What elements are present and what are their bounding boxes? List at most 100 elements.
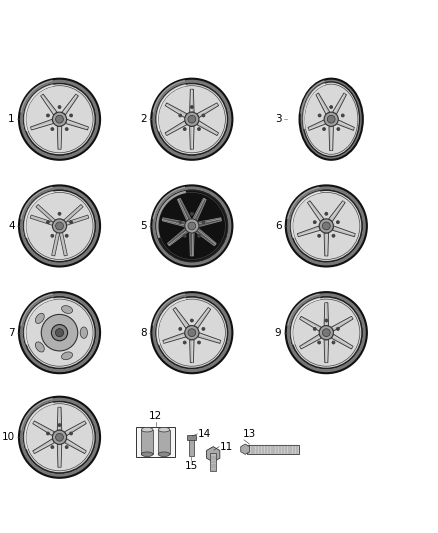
- Ellipse shape: [180, 221, 181, 223]
- Ellipse shape: [183, 341, 186, 344]
- Ellipse shape: [291, 190, 362, 262]
- Ellipse shape: [191, 320, 193, 321]
- Ellipse shape: [191, 213, 193, 215]
- Ellipse shape: [191, 319, 193, 322]
- Ellipse shape: [322, 127, 325, 131]
- Ellipse shape: [24, 190, 95, 262]
- Ellipse shape: [184, 128, 186, 130]
- Ellipse shape: [185, 219, 199, 233]
- Ellipse shape: [53, 219, 67, 233]
- Text: 1: 1: [8, 114, 15, 124]
- Polygon shape: [329, 127, 333, 150]
- Ellipse shape: [56, 115, 64, 123]
- Polygon shape: [30, 215, 54, 225]
- Ellipse shape: [65, 446, 68, 449]
- Bar: [247, 445, 299, 454]
- Ellipse shape: [21, 294, 100, 373]
- Ellipse shape: [191, 106, 193, 108]
- Polygon shape: [31, 119, 53, 130]
- Ellipse shape: [24, 84, 95, 155]
- Ellipse shape: [318, 341, 321, 344]
- Ellipse shape: [35, 342, 44, 352]
- Ellipse shape: [330, 106, 332, 108]
- Text: 2: 2: [141, 114, 147, 124]
- Polygon shape: [324, 340, 328, 362]
- Ellipse shape: [318, 342, 320, 343]
- Ellipse shape: [291, 190, 362, 262]
- Ellipse shape: [151, 292, 233, 373]
- Ellipse shape: [179, 221, 182, 224]
- Ellipse shape: [24, 401, 95, 473]
- Ellipse shape: [21, 80, 100, 159]
- Ellipse shape: [51, 128, 53, 130]
- Bar: [187, 435, 196, 440]
- Ellipse shape: [291, 297, 362, 368]
- Polygon shape: [197, 121, 219, 135]
- Ellipse shape: [332, 342, 334, 343]
- Ellipse shape: [24, 190, 95, 262]
- Ellipse shape: [322, 222, 330, 230]
- Ellipse shape: [19, 79, 100, 160]
- Polygon shape: [177, 198, 191, 221]
- Polygon shape: [207, 447, 220, 462]
- Ellipse shape: [313, 221, 316, 224]
- Ellipse shape: [24, 297, 95, 368]
- Polygon shape: [307, 201, 324, 222]
- Ellipse shape: [202, 221, 205, 223]
- Ellipse shape: [185, 112, 199, 126]
- Ellipse shape: [153, 80, 232, 159]
- Text: 14: 14: [198, 429, 212, 439]
- Ellipse shape: [188, 329, 196, 336]
- Ellipse shape: [179, 114, 182, 117]
- Ellipse shape: [330, 106, 333, 109]
- Ellipse shape: [332, 235, 334, 237]
- Polygon shape: [163, 333, 186, 343]
- Ellipse shape: [180, 115, 181, 116]
- Polygon shape: [300, 334, 321, 349]
- Ellipse shape: [301, 80, 363, 159]
- Ellipse shape: [179, 327, 182, 330]
- Text: 11: 11: [220, 442, 233, 451]
- Bar: [189, 438, 194, 456]
- Ellipse shape: [183, 127, 186, 131]
- Ellipse shape: [61, 305, 73, 313]
- Ellipse shape: [325, 212, 328, 215]
- Polygon shape: [324, 233, 328, 256]
- Ellipse shape: [188, 115, 196, 123]
- Ellipse shape: [198, 235, 200, 237]
- Polygon shape: [198, 333, 221, 343]
- Ellipse shape: [325, 319, 328, 322]
- Ellipse shape: [59, 424, 60, 426]
- Polygon shape: [167, 229, 187, 246]
- Polygon shape: [64, 439, 86, 454]
- Ellipse shape: [19, 397, 100, 478]
- Polygon shape: [336, 119, 354, 131]
- Text: 3: 3: [275, 114, 282, 124]
- Polygon shape: [308, 119, 326, 131]
- Ellipse shape: [51, 235, 54, 237]
- Ellipse shape: [21, 188, 100, 266]
- Ellipse shape: [332, 235, 335, 237]
- Ellipse shape: [202, 114, 205, 117]
- Text: 5: 5: [141, 221, 147, 231]
- Ellipse shape: [51, 325, 67, 341]
- Ellipse shape: [337, 127, 340, 131]
- Bar: [136, 426, 175, 457]
- Polygon shape: [41, 94, 57, 115]
- Polygon shape: [196, 229, 216, 246]
- Ellipse shape: [53, 430, 67, 445]
- Ellipse shape: [70, 432, 73, 435]
- Polygon shape: [193, 198, 206, 221]
- Text: 4: 4: [8, 221, 15, 231]
- Bar: [141, 430, 153, 454]
- Ellipse shape: [202, 328, 205, 330]
- Ellipse shape: [19, 292, 100, 373]
- Ellipse shape: [337, 328, 339, 330]
- Ellipse shape: [198, 128, 200, 130]
- Polygon shape: [300, 317, 321, 331]
- Polygon shape: [62, 94, 78, 115]
- Ellipse shape: [58, 424, 61, 426]
- Ellipse shape: [65, 235, 68, 237]
- Polygon shape: [316, 93, 330, 115]
- Polygon shape: [165, 121, 187, 135]
